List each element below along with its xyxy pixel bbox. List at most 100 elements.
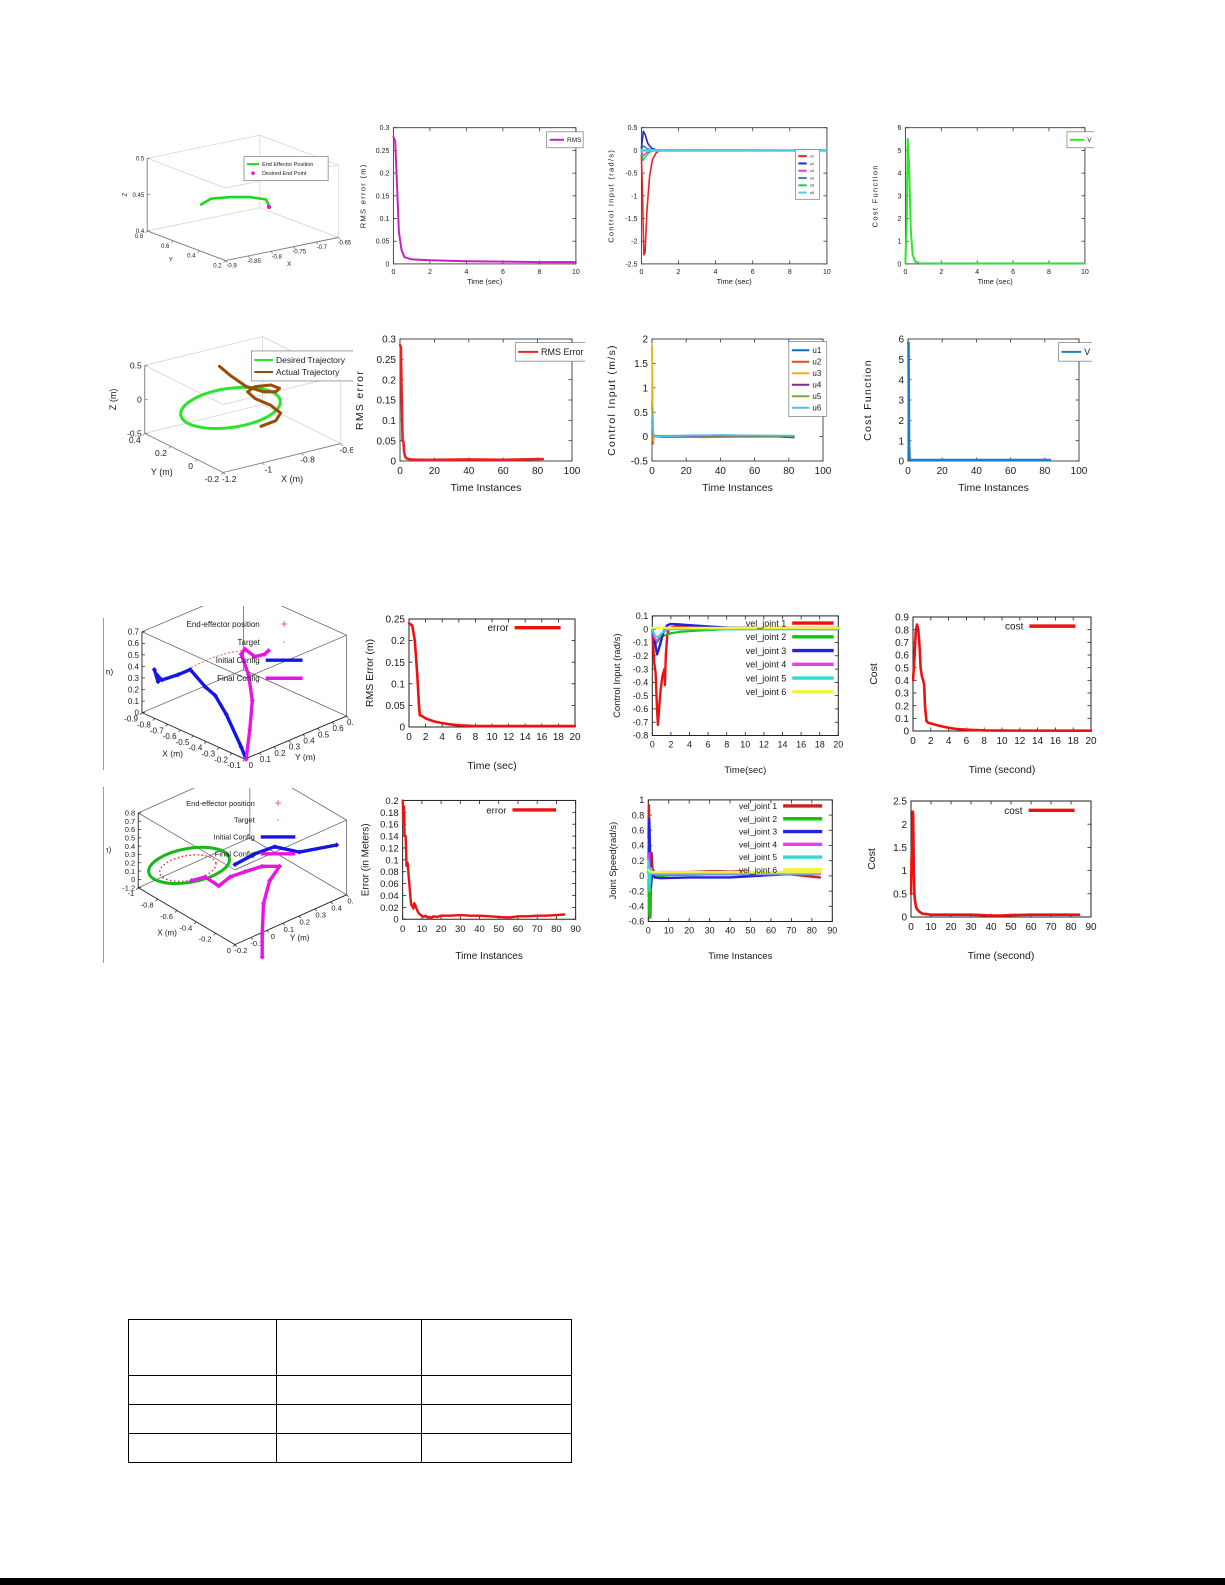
svg-text:2: 2 <box>677 269 681 276</box>
svg-text:Z (m): Z (m) <box>108 389 118 411</box>
svg-text:Time(sec): Time(sec) <box>724 765 766 776</box>
svg-text:Time Instances: Time Instances <box>451 482 522 494</box>
svg-text:12: 12 <box>1014 736 1026 747</box>
svg-text:40: 40 <box>725 926 735 936</box>
svg-text:vel_joint 1: vel_joint 1 <box>739 801 778 811</box>
svg-text:RMS Error: RMS Error <box>541 347 584 357</box>
svg-text:20: 20 <box>937 466 949 477</box>
svg-text:4: 4 <box>897 171 901 178</box>
svg-text:0: 0 <box>393 915 398 926</box>
svg-text:100: 100 <box>815 466 832 477</box>
svg-text:Target: Target <box>234 816 256 825</box>
svg-text:-0.5: -0.5 <box>625 171 637 178</box>
svg-text:6: 6 <box>456 732 462 743</box>
svg-text:Time Instances: Time Instances <box>702 482 773 494</box>
svg-text:Cost: Cost <box>866 848 878 870</box>
svg-text:0.06: 0.06 <box>380 879 399 890</box>
svg-text:20: 20 <box>1085 736 1097 747</box>
svg-text:0: 0 <box>898 457 904 468</box>
svg-text:16: 16 <box>536 732 548 743</box>
svg-text:40: 40 <box>474 924 485 935</box>
svg-text:0.1: 0.1 <box>128 697 140 706</box>
svg-text:0: 0 <box>639 269 643 276</box>
svg-text:u2: u2 <box>812 358 821 367</box>
svg-text:20: 20 <box>436 924 447 935</box>
svg-text:0.14: 0.14 <box>380 832 399 843</box>
svg-text:-0.6: -0.6 <box>160 912 173 921</box>
svg-text:-2.5: -2.5 <box>625 261 637 268</box>
svg-text:-0.2: -0.2 <box>633 651 649 661</box>
svg-text:End-effector position: End-effector position <box>187 620 260 629</box>
svg-text:0: 0 <box>271 932 275 941</box>
svg-text:-1.2: -1.2 <box>122 883 135 892</box>
svg-text:60: 60 <box>513 924 524 935</box>
svg-text:vel_joint 6: vel_joint 6 <box>739 865 778 875</box>
svg-text:0.8: 0.8 <box>125 809 135 818</box>
svg-text:0.7: 0.7 <box>347 718 354 727</box>
svg-text:X: X <box>287 261 292 268</box>
svg-text:80: 80 <box>551 924 562 935</box>
svg-text:1: 1 <box>898 436 904 447</box>
svg-text:8: 8 <box>473 732 479 743</box>
svg-text:-0.2: -0.2 <box>214 755 228 764</box>
svg-text:0: 0 <box>406 732 412 743</box>
svg-text:20: 20 <box>833 740 843 750</box>
svg-text:0.4: 0.4 <box>187 254 196 260</box>
svg-text:u1: u1 <box>812 346 821 355</box>
svg-text:0: 0 <box>910 736 916 747</box>
figure-rms-error-20sec: 0 2 4 6 8 10 12 14 16 18 20 0 0.05 0.1 0.15 0.2 0.25 Time… <box>362 608 588 772</box>
svg-text:0: 0 <box>391 269 395 276</box>
svg-text:10: 10 <box>417 924 428 935</box>
svg-text:0: 0 <box>650 740 655 750</box>
svg-text:0.4: 0.4 <box>129 435 141 445</box>
svg-text:-0.4: -0.4 <box>179 923 192 932</box>
table-cell <box>276 1375 422 1405</box>
svg-text:0.1: 0.1 <box>636 611 649 621</box>
svg-text:0.7: 0.7 <box>128 628 140 637</box>
svg-text:50: 50 <box>746 926 756 936</box>
svg-text:0.02: 0.02 <box>380 903 399 914</box>
svg-text:Control Input (rad/s): Control Input (rad/s) <box>612 633 623 717</box>
svg-text:u3: u3 <box>810 169 814 173</box>
svg-text:Time Instances: Time Instances <box>455 951 522 962</box>
svg-text:0.3: 0.3 <box>128 674 140 683</box>
svg-text:2: 2 <box>642 335 648 346</box>
figure-3d-robot-configs-circle: -1.200.10.20.30.40.50.60.70.8Z (m)-1-0.8… <box>92 762 358 966</box>
svg-text:Desired Trajectory: Desired Trajectory <box>276 355 346 365</box>
svg-text:Y (m): Y (m) <box>295 752 316 762</box>
svg-text:2: 2 <box>939 269 943 276</box>
svg-text:30: 30 <box>455 924 466 935</box>
svg-text:18: 18 <box>815 740 825 750</box>
svg-text:u5: u5 <box>810 184 814 188</box>
svg-text:4: 4 <box>975 269 979 276</box>
figure-rms-error-time-sec: 0 2 4 6 8 10 0 0.05 0.1 0.15 0.2 0.25 0.3 Time (sec) R… <box>358 120 585 287</box>
svg-text:-0.7: -0.7 <box>317 245 328 251</box>
figure-cost-function-time-sec: 0 2 4 6 8 10 0 1 2 3 4 5 6 Time (sec) Cost Function V <box>870 120 1097 287</box>
figure-error-meters-time-instances: 0 10 20 30 40 50 60 70 80 90 0 0.02 0.04 0.06 0.08 0.1 0… <box>358 790 588 962</box>
svg-text:u2: u2 <box>810 162 814 166</box>
svg-text:0: 0 <box>227 946 231 955</box>
svg-text:12: 12 <box>503 732 515 743</box>
svg-text:Final Config: Final Config <box>215 850 255 859</box>
svg-text:0.3: 0.3 <box>380 125 390 132</box>
svg-text:100: 100 <box>564 466 581 477</box>
svg-text:0: 0 <box>905 466 911 477</box>
svg-text:-1.5: -1.5 <box>625 216 637 223</box>
svg-text:-0.5: -0.5 <box>631 457 649 468</box>
svg-text:14: 14 <box>520 732 532 743</box>
svg-text:16: 16 <box>796 740 806 750</box>
svg-text:70: 70 <box>532 924 543 935</box>
svg-text:0.5: 0.5 <box>130 360 142 370</box>
svg-text:-0.1: -0.1 <box>633 638 649 648</box>
table-cell <box>421 1404 572 1434</box>
svg-text:0.05: 0.05 <box>386 701 406 712</box>
svg-text:0.6: 0.6 <box>332 724 344 733</box>
svg-text:-0.1: -0.1 <box>250 939 263 948</box>
svg-text:0.45: 0.45 <box>133 193 145 199</box>
svg-text:0.2: 0.2 <box>385 796 398 807</box>
svg-text:0.4: 0.4 <box>128 662 140 671</box>
svg-text:0.4: 0.4 <box>136 229 145 235</box>
svg-text:0: 0 <box>908 922 914 933</box>
svg-text:-1.2: -1.2 <box>222 474 237 484</box>
svg-text:0: 0 <box>643 624 648 634</box>
